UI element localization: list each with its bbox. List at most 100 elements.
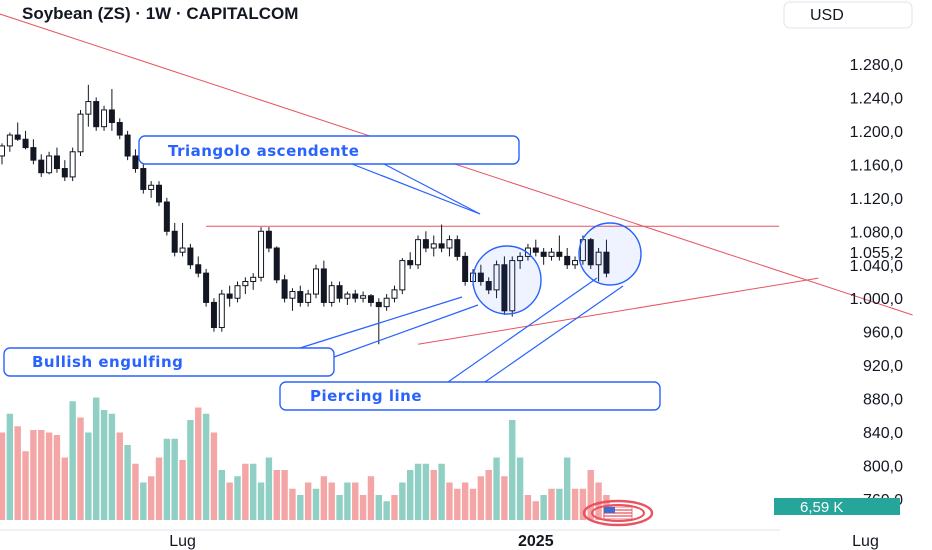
candle-body [430,243,437,249]
candle-body [116,122,123,136]
candle [328,281,335,307]
price-axis[interactable]: 1.280,0 1.240,0 1.200,0 1.160,0 1.120,0 1.080… [850,57,903,509]
y-tick-label: 880,0 [863,392,903,409]
time-axis[interactable]: Lug 2025 Lug [0,529,879,550]
candle-body [564,255,571,266]
volume-bar [14,426,21,520]
candle-body [46,155,53,174]
volume-bar [469,488,477,520]
candle-body [69,151,76,178]
candle-body [53,155,60,170]
volume-bar [430,470,437,520]
trendline-asc [417,277,819,345]
candle [446,235,453,257]
piercing-pointer-line [447,277,598,383]
candle-body [320,268,327,303]
candle [258,227,265,282]
x-tick-label: 2025 [518,533,554,550]
volume-bar [195,407,202,520]
candle [108,89,115,131]
volume-bar [304,482,312,520]
triangle-pointer-line-2 [383,163,481,215]
candle [132,149,139,173]
triangle-callout-box[interactable] [138,135,520,165]
candle-body [242,281,249,287]
candle-body [367,295,374,303]
volume-bar [210,432,218,520]
candle [352,289,359,303]
volume-badge [774,498,900,515]
candle-body [375,301,382,308]
y-price-label: 1.055,2 [850,245,903,262]
y-tick-label: 1.000,0 [850,291,903,308]
candle [218,289,225,332]
candle-body [344,293,351,299]
candle [30,139,37,165]
volume-bar [312,488,320,520]
candle [77,109,84,156]
candle [399,258,406,295]
volume-bar [53,435,61,520]
candle [564,248,571,269]
volume-bar [187,420,194,520]
volume-bar [493,457,500,520]
candle-body [258,230,265,278]
candle-body [85,101,92,115]
volume-bar [454,488,461,520]
piercing-pointer-line-2 [484,285,624,383]
candle [14,122,21,141]
candle [548,248,555,261]
volume-bar [38,430,45,520]
y-tick-label: 920,0 [863,358,903,375]
currency-button[interactable] [783,1,913,29]
volume-bar [147,476,155,520]
candle-body [548,251,555,257]
volume-bar [0,432,6,520]
engulfing-callout-box[interactable] [3,347,335,377]
volume-bar [548,488,555,520]
candle-body [540,251,547,257]
candle [532,239,539,257]
volume-bar [100,410,108,520]
volume-bar [140,482,147,520]
candle-body [187,247,194,266]
us-flag-icon[interactable] [582,499,654,527]
volume-bar [6,413,14,520]
volume-bar [155,457,163,520]
volume-bar [77,417,84,520]
volume-bar [595,482,602,520]
y-tick-label: 1.280,0 [850,57,903,74]
volume-bar [202,413,210,520]
y-tick-label: 800,0 [863,459,903,476]
piercing-callout-box[interactable] [279,381,661,411]
candle [391,285,398,303]
candle-body [226,293,233,299]
candle [320,260,327,307]
candle [430,235,437,257]
candle [61,160,68,182]
volume-bar [85,432,92,520]
volume-bar [422,463,430,520]
candle [242,277,249,295]
volume-bar [336,495,343,520]
candle-body [93,101,100,128]
candle-body [14,134,21,140]
candle-body [218,293,225,329]
volume-bar [375,495,382,520]
candle-body [289,291,296,299]
volume-bar [556,488,563,520]
volume-badge-label: 6,59 K [800,499,843,516]
candle [163,197,170,236]
candle-body [532,247,539,253]
x-tick-label: Lug [169,533,196,550]
candle-body [30,147,37,161]
candle-body [0,145,5,157]
volume-bar [250,463,257,520]
volume-bar [171,438,178,520]
volume-bar [281,470,288,520]
candle-body [501,264,508,312]
volume-bar [540,495,547,520]
volume-bar [344,482,351,520]
y-tick-label: 1.080,0 [850,224,903,241]
candle [203,268,210,307]
